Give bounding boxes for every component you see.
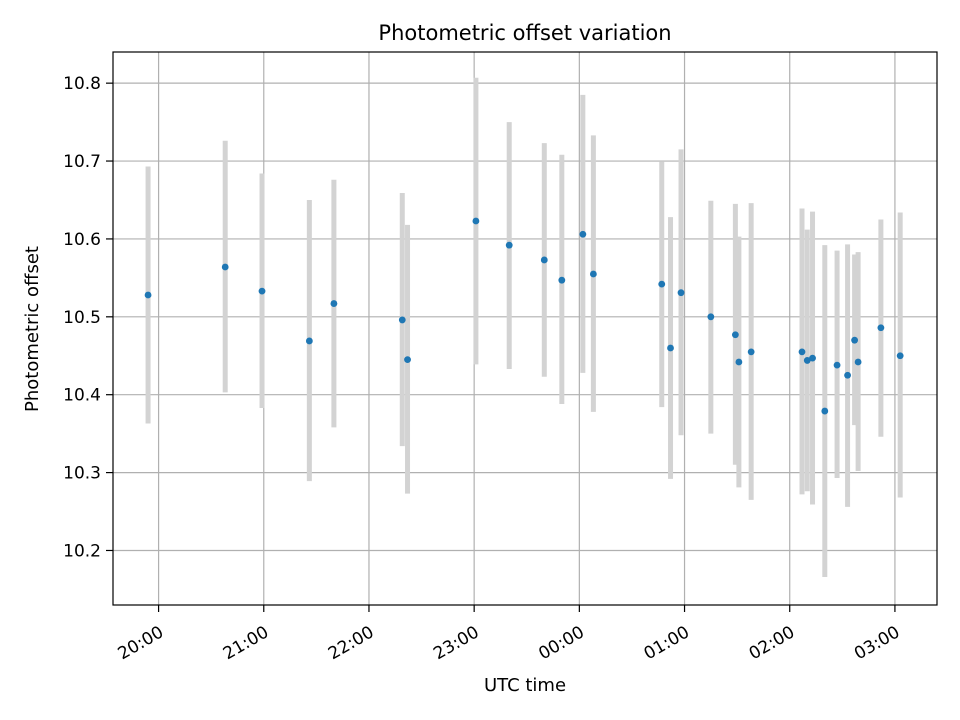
x-tick-label: 01:00 — [641, 622, 693, 664]
data-point — [658, 280, 666, 288]
data-point — [505, 241, 513, 249]
data-point — [707, 313, 715, 321]
x-axis-ticks: 20:00 21:00 22:00 23:00 00:00 01:00 02:00 03:00 — [115, 605, 903, 664]
data-point — [877, 324, 885, 332]
data-point — [809, 354, 816, 362]
data-point — [747, 348, 755, 356]
y-tick-label: 10.5 — [63, 308, 101, 328]
data-point — [258, 287, 266, 295]
data-point — [735, 358, 743, 366]
x-tick-label: 00:00 — [535, 622, 587, 664]
data-point — [472, 217, 480, 225]
data-point — [330, 300, 338, 307]
data-point — [589, 270, 597, 278]
x-tick-label: 20:00 — [115, 622, 167, 664]
chart-title: Photometric offset variation — [378, 21, 671, 45]
data-point — [404, 356, 411, 364]
data-point — [844, 371, 851, 379]
plot-frame — [112, 51, 938, 606]
data-point — [896, 352, 904, 360]
x-axis-label: UTC time — [484, 675, 566, 696]
data-point — [798, 348, 806, 356]
data-point — [221, 263, 229, 271]
y-tick-label: 10.3 — [63, 464, 101, 484]
x-tick-label: 23:00 — [430, 622, 482, 664]
data-point — [677, 289, 685, 297]
data-point — [558, 276, 566, 284]
data-point — [305, 337, 313, 345]
x-tick-label: 21:00 — [220, 622, 272, 664]
y-axis-label: Photometric offset — [22, 246, 43, 412]
y-axis-ticks: 10.2 10.3 10.4 10.5 10.6 10.7 10.8 — [63, 74, 113, 561]
error-bars — [145, 77, 903, 577]
x-tick-label: 02:00 — [746, 622, 798, 664]
data-point — [398, 316, 406, 324]
data-point — [667, 344, 674, 352]
x-tick-label: 03:00 — [851, 622, 903, 664]
x-tick-label: 22:00 — [325, 622, 377, 664]
data-point — [821, 407, 829, 415]
data-point — [854, 358, 862, 366]
data-point — [579, 230, 587, 238]
data-point — [540, 256, 548, 264]
y-tick-label: 10.8 — [63, 74, 101, 94]
data-points — [144, 217, 904, 415]
y-tick-label: 10.6 — [63, 230, 101, 250]
data-point — [803, 357, 811, 364]
y-tick-label: 10.7 — [63, 152, 101, 172]
data-point — [144, 291, 152, 299]
data-point — [851, 336, 858, 344]
data-point — [731, 331, 739, 339]
y-tick-label: 10.2 — [63, 541, 101, 561]
y-tick-label: 10.4 — [63, 386, 101, 406]
data-point — [833, 361, 841, 369]
